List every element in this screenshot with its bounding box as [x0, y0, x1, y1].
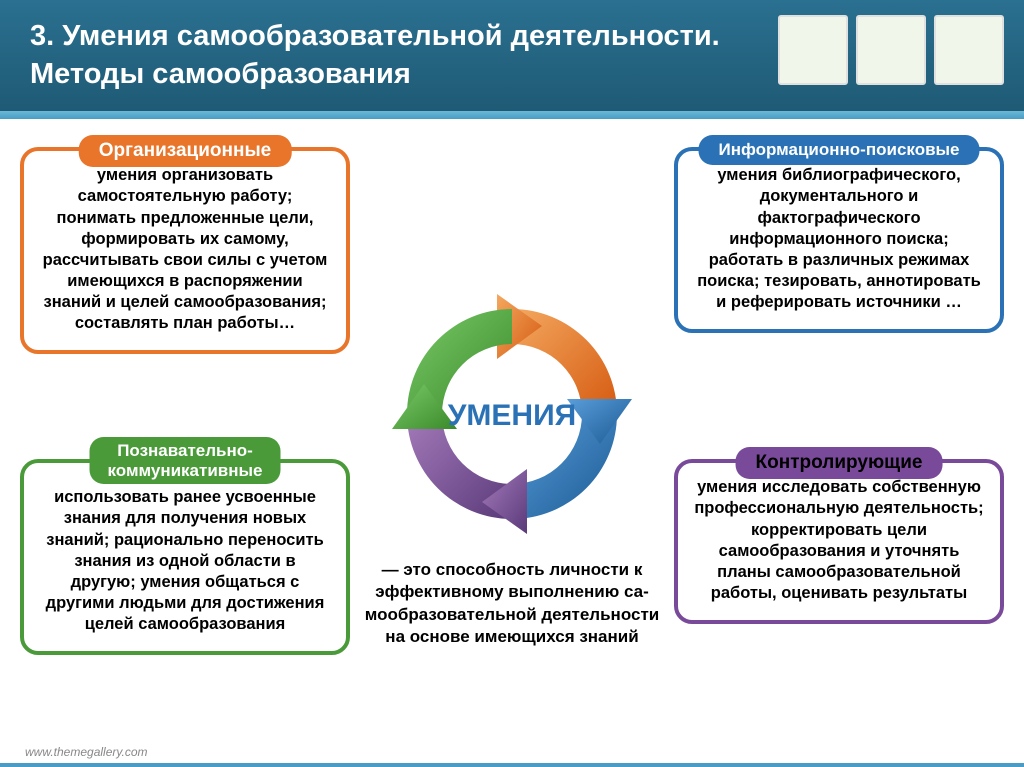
box-controlling-label: Контролирующие: [736, 447, 943, 479]
box-cognitive-text: использовать ранее усвоенные знания для …: [40, 487, 330, 635]
footer-bar: [0, 763, 1024, 767]
center-definition-text: — это способность личности к эффективном…: [362, 559, 662, 647]
box-cognitive: Познавательно- коммуникативные использов…: [20, 459, 350, 655]
header-divider: [0, 111, 1024, 119]
box-organizational: Организационные умения организовать само…: [20, 147, 350, 354]
thumb-leaf-1: [778, 15, 848, 85]
box-controlling-text: умения исследовать собственную профессио…: [694, 477, 984, 604]
box-organizational-text: умения организовать самостоятельную рабо…: [40, 165, 330, 334]
box-informational: Информационно-поисковые умения библиогра…: [674, 147, 1004, 333]
box-cognitive-label: Познавательно- коммуникативные: [90, 437, 281, 484]
box-controlling: Контролирующие умения исследовать собств…: [674, 459, 1004, 624]
box-informational-label: Информационно-поисковые: [698, 135, 979, 165]
center-label: УМЕНИЯ: [448, 399, 576, 433]
header-thumbnails: [778, 15, 1004, 85]
footer-url: www.themegallery.com: [25, 745, 147, 759]
slide-content: Организационные умения организовать само…: [0, 119, 1024, 749]
box-informational-text: умения библиографического, документально…: [694, 165, 984, 313]
thumb-leaf-3: [934, 15, 1004, 85]
box-organizational-label: Организационные: [79, 135, 292, 167]
thumb-leaf-2: [856, 15, 926, 85]
slide-header: 3. Умения самообразовательной деятельнос…: [0, 0, 1024, 111]
slide-title: 3. Умения самообразовательной деятельнос…: [30, 18, 750, 93]
